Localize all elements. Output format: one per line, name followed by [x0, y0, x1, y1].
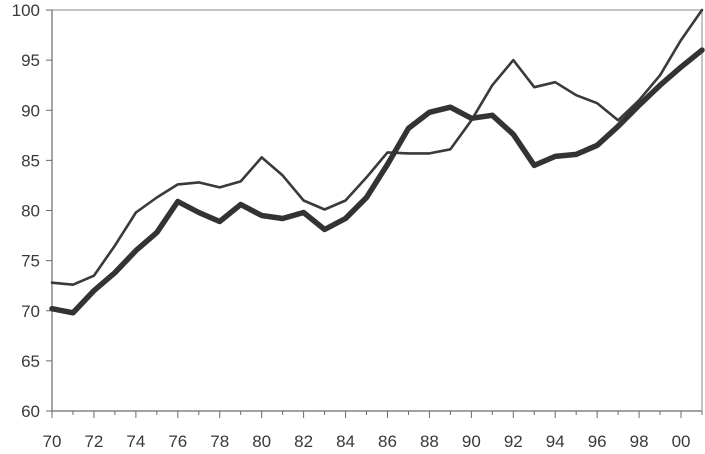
- y-axis: 60 65 70 75 80 85 90 95 100: [12, 1, 52, 421]
- x-tick-label: 88: [420, 432, 439, 451]
- series-layer: [49, 8, 705, 316]
- y-tick-label: 80: [21, 202, 40, 221]
- y-tick-label: 90: [21, 101, 40, 120]
- x-tick-label: 00: [672, 432, 691, 451]
- x-tick-label: 74: [126, 432, 145, 451]
- y-tick-label: 95: [21, 51, 40, 70]
- series-line-thin: [50, 8, 704, 286]
- y-tick-label: 75: [21, 252, 40, 271]
- series-line-thick: [49, 47, 705, 316]
- x-tick-label: 94: [546, 432, 565, 451]
- plot-frame: [51, 9, 703, 412]
- y-tick-label: 70: [21, 302, 40, 321]
- x-tick-label: 96: [588, 432, 607, 451]
- x-tick-label: 78: [210, 432, 229, 451]
- x-axis: 70 72 74 76 78 80 82 84 86 88 90 92 94 96 98 00: [43, 411, 703, 451]
- x-tick-label: 90: [462, 432, 481, 451]
- x-tick-label: 86: [378, 432, 397, 451]
- x-tick-label: 92: [504, 432, 523, 451]
- x-tick-label: 84: [336, 432, 355, 451]
- x-tick-label: 70: [43, 432, 62, 451]
- y-tick-label: 65: [21, 352, 40, 371]
- y-tick-label: 100: [12, 1, 40, 20]
- x-tick-label: 72: [84, 432, 103, 451]
- x-tick-label: 80: [252, 432, 271, 451]
- x-tick-label: 82: [294, 432, 313, 451]
- x-tick-label: 76: [168, 432, 187, 451]
- y-tick-label: 85: [21, 151, 40, 170]
- y-tick-label: 60: [21, 402, 40, 421]
- x-tick-label: 98: [630, 432, 649, 451]
